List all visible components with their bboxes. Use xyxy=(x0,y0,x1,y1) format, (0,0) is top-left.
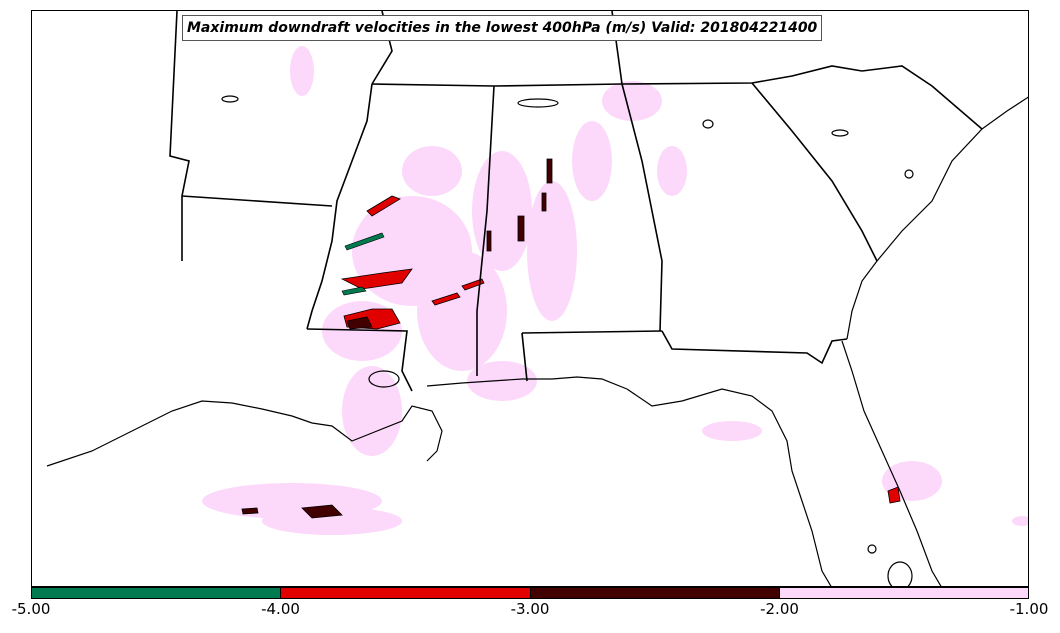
colorbar-tick-label: -2.00 xyxy=(760,600,799,618)
colorbar-tick-label: -5.00 xyxy=(11,600,51,618)
colorbar-bin xyxy=(280,588,530,598)
map-canvas xyxy=(46,11,1028,586)
colorbar-bin xyxy=(529,588,779,598)
colorbar-bin xyxy=(32,588,281,598)
colorbar-bin xyxy=(778,588,1028,598)
map-title: Maximum downdraft velocities in the lowe… xyxy=(182,15,823,41)
colorbar-ticks: -5.00 -4.00 -3.00 -2.00 -1.00 xyxy=(12,600,1049,626)
colorbar-tick-label: -3.00 xyxy=(510,600,550,618)
map-frame xyxy=(31,10,1029,587)
state-borders xyxy=(169,11,983,392)
light-downdraft-areas xyxy=(202,46,1028,535)
strong-downdraft-cells xyxy=(241,158,553,519)
colorbar xyxy=(31,587,1029,599)
colorbar-tick-label: -1.00 xyxy=(1009,600,1049,618)
coastlines xyxy=(46,95,1028,586)
colorbar-tick-label: -4.00 xyxy=(261,600,300,618)
extreme-downdraft-cells xyxy=(341,232,385,296)
